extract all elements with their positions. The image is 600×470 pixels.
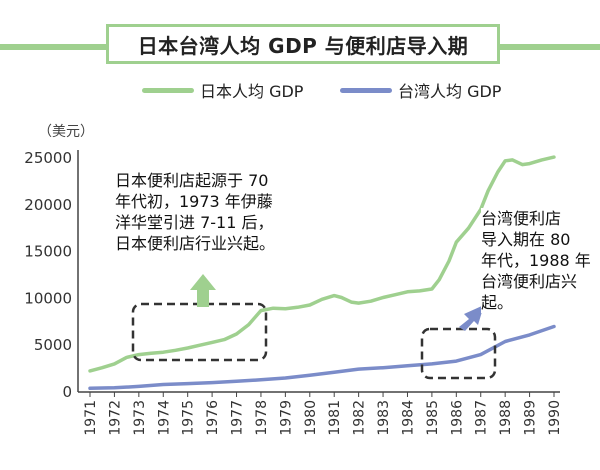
japan-annotation-text: 日本便利店起源于 70 年代初，1973 年伊藤 洋华堂引进 7-11 后， 日… <box>115 170 276 254</box>
x-tick-label: 1978 <box>254 400 270 436</box>
x-tick-label: 1987 <box>474 400 490 436</box>
y-tick-label: 20000 <box>24 196 72 214</box>
y-tick-label: 25000 <box>24 149 72 167</box>
x-tick-label: 1973 <box>132 400 148 436</box>
taiwan-annotation-text: 台湾便利店 导入期在 80 年代，1988 年 台湾便利店兴起。 <box>481 208 600 313</box>
x-tick-label: 1984 <box>400 400 416 436</box>
title-box: 日本台湾人均 GDP 与便利店导入期 <box>106 24 500 64</box>
y-tick-label: 0 <box>62 383 72 401</box>
legend-label-taiwan: 台湾人均 GDP <box>398 82 502 101</box>
japan-arrow-icon <box>190 274 216 307</box>
chart-title: 日本台湾人均 GDP 与便利店导入期 <box>137 33 469 58</box>
legend-swatch-japan <box>142 87 194 93</box>
y-axis-unit-label: （美元） <box>38 124 94 140</box>
y-tick-label: 15000 <box>24 243 72 261</box>
legend-item-taiwan: 台湾人均 GDP <box>340 78 501 102</box>
x-tick-label: 1981 <box>327 400 343 436</box>
x-tick-label: 1975 <box>181 400 197 436</box>
legend-swatch-taiwan <box>340 87 392 93</box>
x-tick-label: 1972 <box>107 400 123 436</box>
x-tick-label: 1977 <box>230 400 246 436</box>
series-line-japan <box>88 155 556 373</box>
x-tick-label: 1990 <box>547 400 563 436</box>
taiwan-highlight-box <box>420 327 497 380</box>
x-tick-label: 1989 <box>523 400 539 436</box>
legend-label-japan: 日本人均 GDP <box>200 82 304 101</box>
x-tick-label: 1986 <box>449 400 465 436</box>
x-tick-label: 1983 <box>376 400 392 436</box>
x-tick-label: 1979 <box>278 400 294 436</box>
y-tick-label: 5000 <box>34 336 72 354</box>
series-line-taiwan <box>88 324 556 391</box>
legend-item-japan: 日本人均 GDP <box>142 78 303 102</box>
x-tick-label: 1982 <box>352 400 368 436</box>
x-tick-label: 1971 <box>83 400 99 436</box>
taiwan-arrow-icon <box>459 305 484 331</box>
x-tick-label: 1988 <box>498 400 514 436</box>
x-tick-label: 1974 <box>156 400 172 436</box>
x-tick-label: 1985 <box>425 400 441 436</box>
x-tick-label: 1976 <box>205 400 221 436</box>
x-tick-label: 1980 <box>303 400 319 436</box>
y-tick-label: 10000 <box>24 289 72 307</box>
